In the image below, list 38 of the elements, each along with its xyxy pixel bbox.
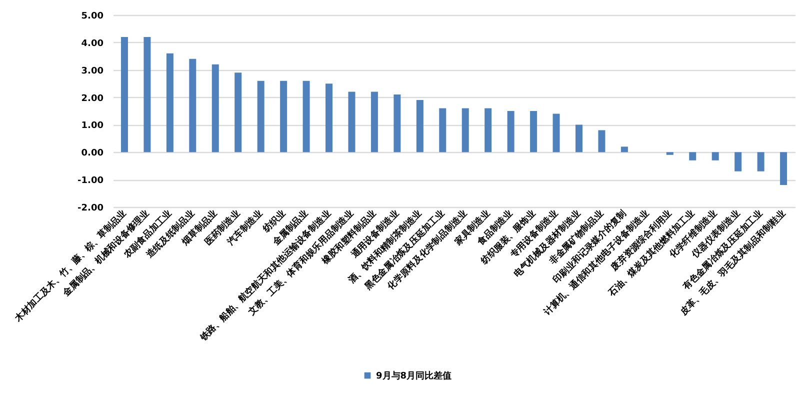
bar — [189, 58, 196, 152]
bar — [734, 152, 742, 172]
bar — [712, 152, 719, 160]
bar — [166, 53, 174, 152]
y-tick-label: 5.00 — [81, 12, 104, 22]
bar — [120, 36, 128, 152]
bar — [666, 152, 674, 155]
bar — [757, 152, 764, 172]
y-tick-label: 1.00 — [81, 121, 104, 132]
bar — [780, 152, 788, 186]
bar — [257, 80, 264, 152]
y-tick-label: 4.00 — [81, 38, 104, 49]
bar — [144, 36, 151, 152]
y-tick-label: 2.00 — [81, 94, 104, 104]
bar — [234, 72, 242, 152]
bar — [370, 92, 378, 152]
bar — [462, 108, 469, 152]
y-tick-label: -1.00 — [78, 176, 104, 186]
bar — [280, 80, 288, 152]
bar — [348, 92, 356, 152]
bar — [507, 111, 514, 152]
y-tick-label: -2.00 — [78, 204, 104, 214]
bar — [416, 100, 424, 152]
bar — [530, 111, 538, 152]
y-tick-label: 0.00 — [81, 148, 104, 159]
bar — [394, 94, 401, 152]
bar — [326, 84, 333, 152]
bar — [439, 108, 446, 152]
bar — [620, 146, 628, 152]
y-tick-label: 3.00 — [81, 66, 104, 76]
legend-label: 9月与8月同比差值 — [376, 370, 452, 382]
bar — [689, 152, 696, 160]
bar — [598, 130, 606, 152]
bar — [552, 114, 560, 152]
bar — [302, 80, 310, 152]
bar — [484, 108, 492, 152]
bar — [575, 124, 582, 152]
bar — [212, 64, 219, 152]
